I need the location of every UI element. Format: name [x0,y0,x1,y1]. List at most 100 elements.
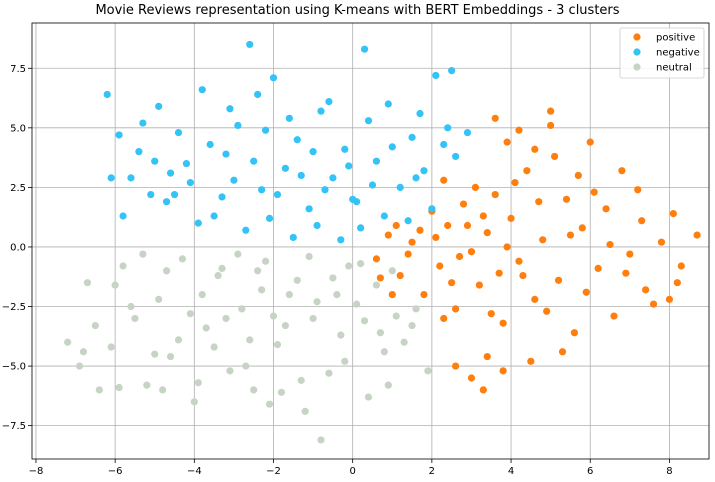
neutral-point [254,267,262,275]
negative-point [206,140,214,149]
positive-point [503,243,511,251]
neutral-point [151,350,159,358]
negative-point [321,186,329,194]
neutral-point [64,338,72,346]
negative-point [210,212,218,220]
positive-point [515,126,523,134]
positive-point [455,252,464,261]
neutral-point [376,329,384,337]
legend: positive negative neutral [619,27,705,79]
negative-point [364,117,373,125]
series-positive [372,107,701,394]
neutral-point [337,331,345,339]
negative-point [357,224,365,232]
neutral-point [246,336,254,344]
y-tick-label: −7.5 [2,421,26,432]
negative-point [345,162,353,170]
positive-point [463,221,472,230]
positive-point [404,250,412,258]
legend-label-negative: negative [656,48,700,59]
negative-point [186,179,194,187]
series-negative [103,40,472,244]
neutral-point [222,314,230,323]
positive-point [578,224,586,232]
negative-point [372,157,381,165]
neutral-point [218,264,226,272]
neutral-point [166,352,175,361]
negative-point [293,136,301,144]
positive-point [408,238,416,246]
positive-point [642,286,650,294]
positive-point [487,310,495,318]
neutral-point [155,295,163,303]
x-tick-label: 6 [587,466,593,477]
neutral-point [317,436,325,444]
negative-point [428,205,436,213]
negative-point [341,145,349,153]
negative-point [115,131,123,139]
neutral-point [281,321,289,330]
neutral-point [380,348,388,356]
legend-box [619,27,705,79]
neutral-point [79,348,88,356]
positive-point [618,167,626,175]
negative-point [246,40,254,49]
positive-point [467,374,476,382]
negative-point [360,45,369,53]
neutral-point [143,381,151,389]
negative-point [305,205,313,213]
neutral-point [285,291,293,299]
neutral-point [131,314,139,323]
negative-point [147,190,155,199]
y-tick-label: −2.5 [2,302,26,313]
legend-marker-positive [633,33,641,41]
neutral-point [297,376,305,384]
neutral-point [261,257,270,265]
neutral-point [198,291,206,299]
positive-point [550,152,559,161]
x-tick-label: 4 [508,466,514,477]
positive-point [610,312,618,320]
negative-point [261,126,270,134]
positive-point [547,107,555,115]
x-tick-label: 2 [429,466,435,477]
positive-point [448,279,456,287]
neutral-point [341,357,349,365]
positive-point [491,190,499,199]
negative-point [384,100,392,108]
negative-point [151,157,159,165]
positive-point [440,314,448,323]
neutral-point [384,381,392,389]
positive-point [491,114,499,122]
positive-point [483,352,491,361]
neutral-point [301,407,309,415]
legend-marker-negative [633,48,641,56]
positive-point [626,250,634,258]
positive-point [467,248,476,256]
neutral-point [250,386,258,394]
negative-point [408,133,416,141]
negative-point [242,226,250,234]
positive-point [519,271,527,280]
positive-point [483,229,491,237]
positive-point [606,240,614,249]
y-tick-label: 0.0 [10,242,26,253]
neutral-point [392,312,400,320]
positive-point [673,279,681,287]
positive-point [471,183,480,191]
positive-point [475,281,483,289]
negative-point [281,164,289,172]
negative-point [250,157,258,165]
positive-point [582,288,590,296]
positive-point [574,171,582,180]
positive-point [634,186,642,194]
neutral-point [127,302,135,311]
neutral-point [163,267,171,275]
negative-point [452,152,460,161]
positive-point [372,255,381,263]
positive-point [388,291,396,299]
negative-point [226,105,234,113]
neutral-point [210,343,218,351]
negative-point [198,86,206,94]
